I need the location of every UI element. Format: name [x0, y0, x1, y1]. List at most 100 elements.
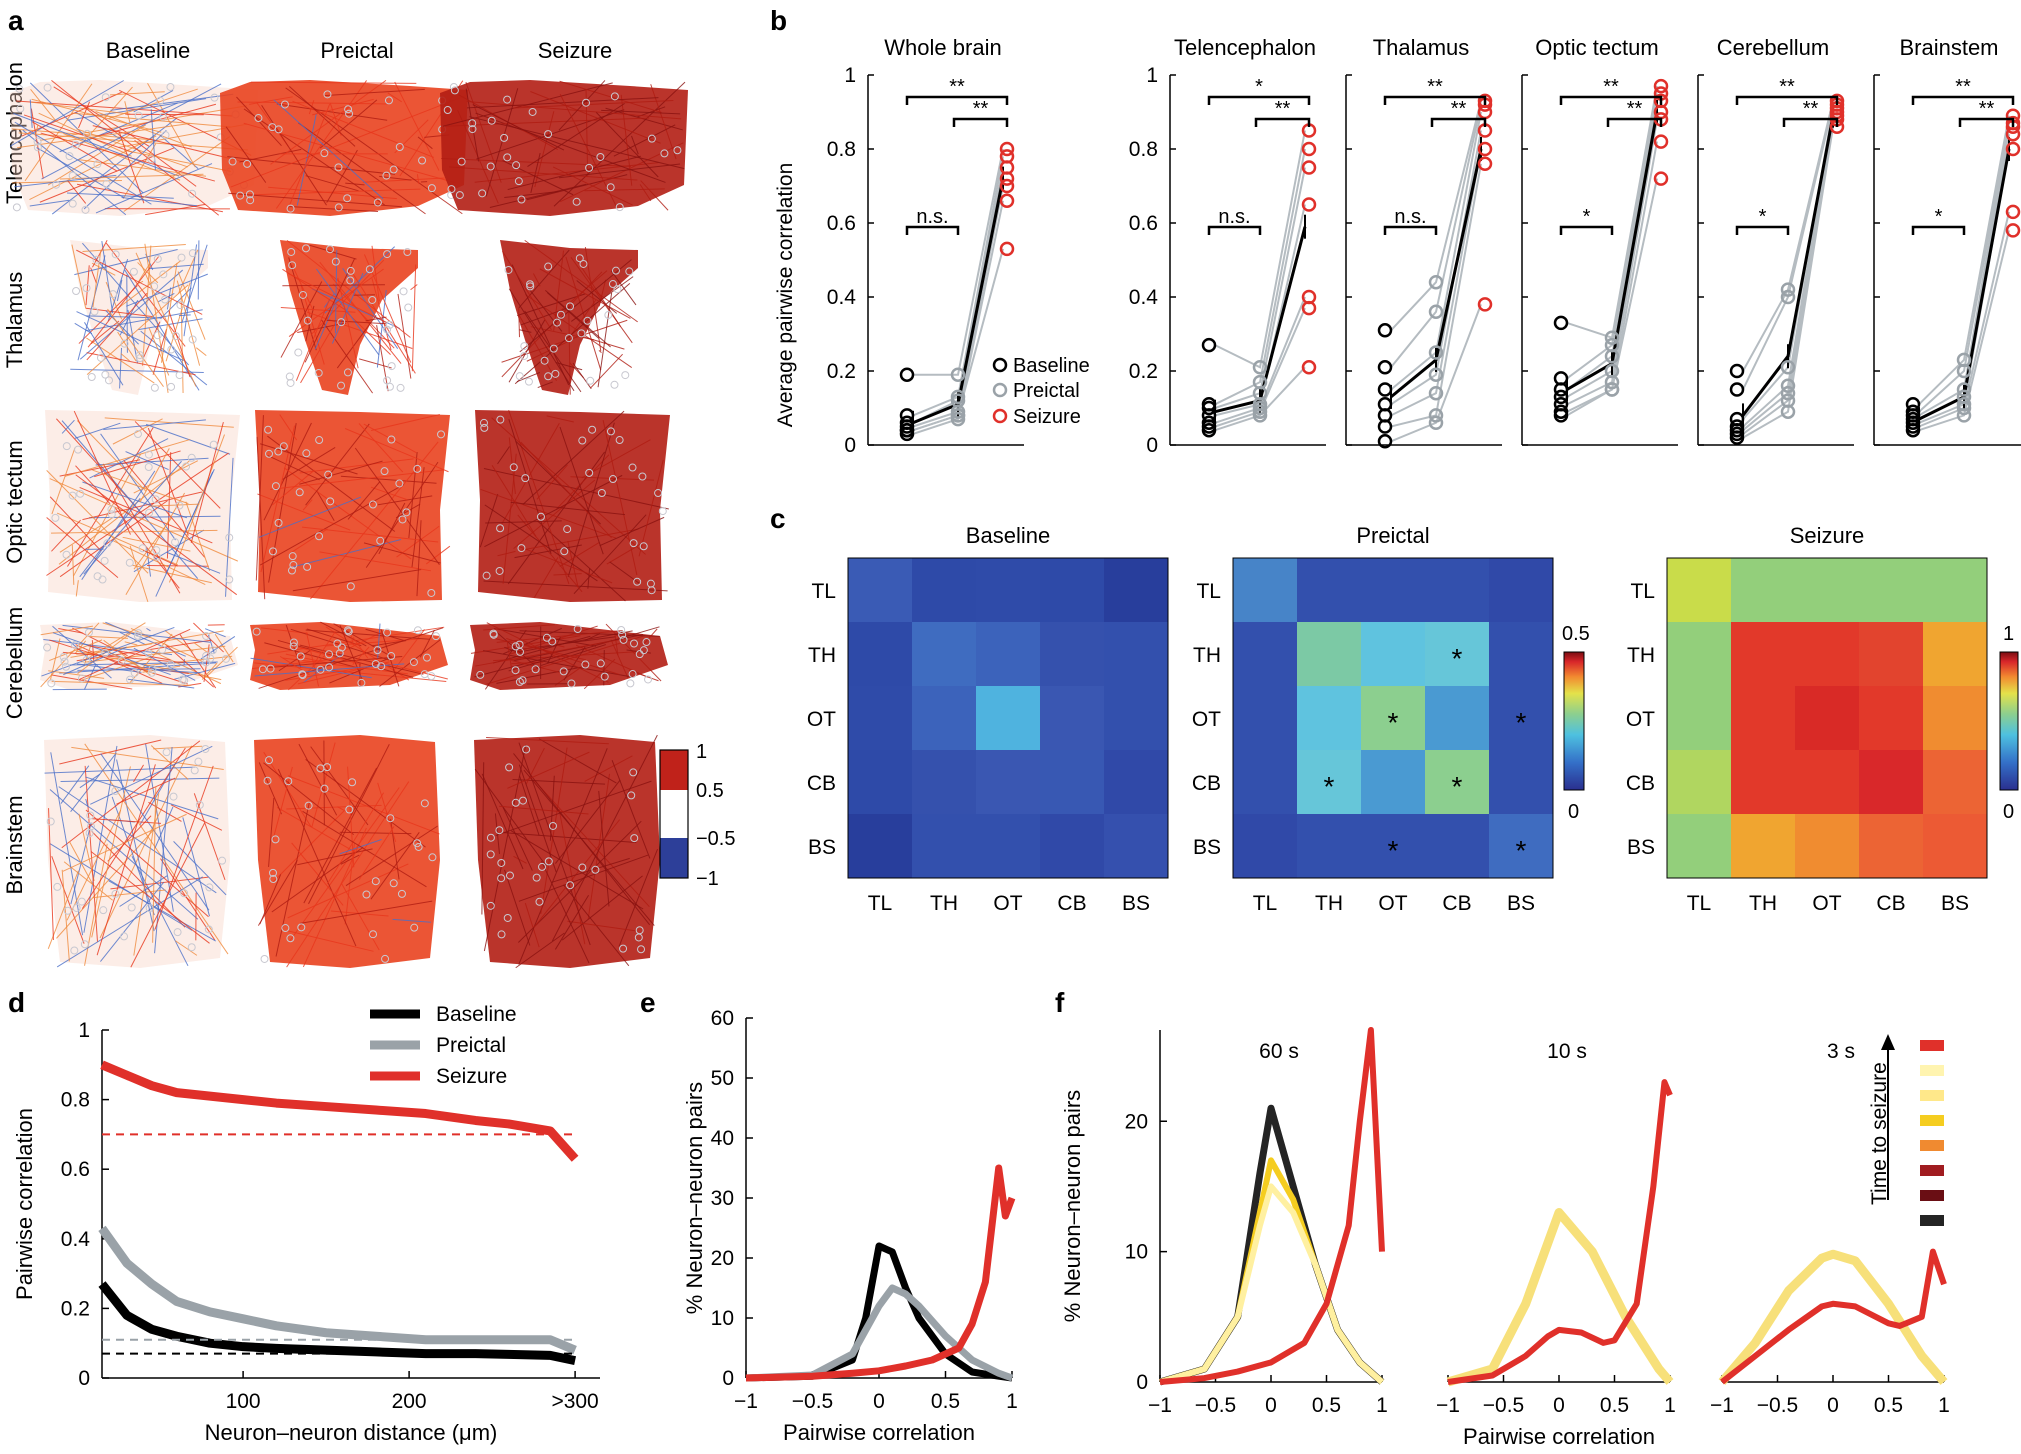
bracket-baseline-seizure [1383, 95, 1487, 105]
neuron-node [178, 675, 187, 684]
neuron-node [111, 250, 120, 259]
x-tick-label: 0 [873, 1390, 885, 1413]
neuron-node [271, 835, 280, 844]
bracket-preictal-seizure-label: ** [1627, 98, 1643, 120]
baseline-point [899, 422, 915, 438]
neuron-node [383, 250, 392, 259]
neuron-node [413, 839, 422, 848]
edge [524, 902, 540, 948]
edge [69, 661, 218, 666]
edge [249, 96, 293, 105]
edge [91, 766, 131, 938]
neuron-node [486, 833, 495, 842]
edge [493, 651, 637, 662]
edge [185, 501, 211, 571]
edge [517, 293, 586, 316]
neuron-node [551, 369, 560, 378]
edge [64, 438, 191, 477]
neuron-node [556, 310, 565, 319]
edge [567, 422, 615, 578]
neuron-node [101, 93, 110, 102]
plot-title: Cerebellum [1717, 35, 1830, 60]
matrix-cell [1233, 558, 1297, 622]
col-label: BS [1507, 892, 1535, 915]
neuron-node [528, 107, 537, 116]
matrix-cell [1731, 558, 1795, 622]
subject-line [1566, 85, 1658, 340]
subject-line [913, 148, 1004, 376]
subject-line [1742, 104, 1834, 390]
neuron-node [63, 906, 72, 915]
preictal-point [1780, 289, 1796, 305]
edge [243, 108, 385, 206]
edge [152, 669, 201, 674]
preictal-point [1780, 378, 1796, 394]
edge [76, 128, 188, 168]
neuron-node [564, 334, 573, 343]
edge [310, 746, 369, 826]
edge [483, 744, 527, 952]
edge [145, 743, 174, 912]
edge [71, 112, 231, 128]
neuron-node [346, 266, 355, 275]
series-seizure [745, 1164, 1016, 1382]
edge [410, 284, 418, 291]
edge [67, 427, 154, 567]
matrix-cell [1667, 622, 1731, 686]
edge [584, 188, 665, 192]
edge [110, 91, 165, 96]
matrix-cell [1104, 686, 1168, 750]
edge [329, 103, 342, 136]
edge [145, 203, 206, 216]
neuron-node [287, 247, 296, 256]
neuron-node [578, 436, 587, 445]
edge [558, 163, 681, 179]
neuron-node [286, 934, 295, 943]
edge [14, 121, 152, 205]
neuron-node [147, 668, 156, 677]
row-label: BS [1193, 836, 1221, 859]
neuron-node [480, 423, 489, 432]
y-axis-label: % Neuron–neuron pairs [682, 1082, 707, 1314]
edge [587, 568, 591, 589]
edge [310, 441, 439, 600]
edge [34, 124, 39, 137]
col-label: TH [1315, 892, 1343, 915]
matrix-cell [912, 814, 976, 878]
neuron-node [171, 538, 180, 547]
edge [79, 497, 141, 578]
row-label: TH [1627, 644, 1655, 667]
neuron-node [182, 462, 191, 471]
region-fill [280, 240, 418, 395]
neuron-node [382, 171, 391, 180]
y-tick-label: 50 [711, 1067, 734, 1090]
neuron-node [399, 287, 408, 296]
edge [411, 467, 425, 568]
edge [134, 421, 221, 509]
edge [56, 876, 203, 968]
neuron-node [258, 665, 267, 674]
neuron-node [320, 149, 329, 158]
edge [518, 764, 557, 873]
col-label: TL [1253, 892, 1278, 915]
edge [302, 810, 427, 888]
matrix-cell [1923, 814, 1987, 878]
edge [395, 503, 421, 519]
neuron-node [630, 834, 639, 843]
edge [23, 114, 134, 153]
neuron-node [53, 882, 62, 891]
edge [279, 414, 298, 441]
neuron-node [148, 665, 157, 674]
neuron-node [72, 903, 81, 912]
edge [396, 525, 440, 558]
neuron-node [427, 588, 436, 597]
edge [326, 149, 358, 203]
neuron-node [161, 131, 170, 140]
preictal-point [1252, 360, 1268, 375]
matrix-cell [848, 750, 912, 814]
subject-line [1390, 104, 1482, 368]
matrix-preictal: Preictal TL TL TH TH OT OT CB CB BS BS * * * * * * * [1192, 523, 1554, 915]
bracket-baseline-seizure-label: ** [1779, 76, 1795, 98]
col-label: BS [1122, 892, 1150, 915]
edge [84, 322, 124, 386]
